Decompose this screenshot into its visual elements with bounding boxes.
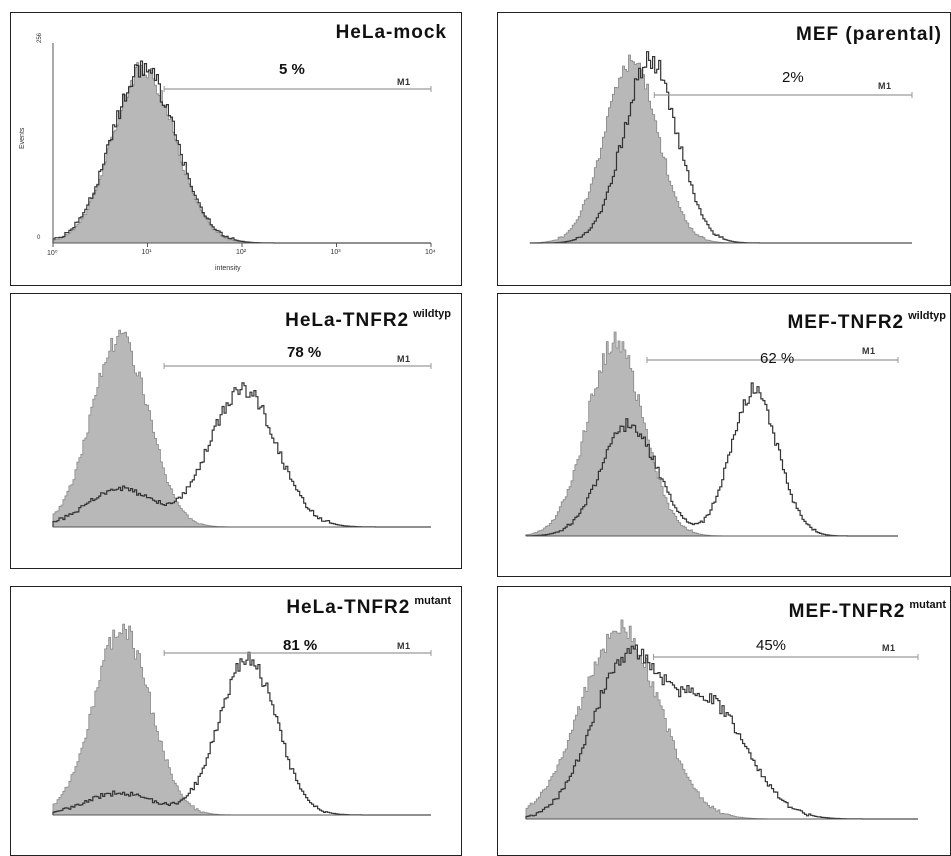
gate-m1-label: M1 bbox=[397, 354, 411, 364]
histogram-plot bbox=[525, 331, 899, 537]
histogram-panel-mef-parental: MEF (parental) 2% M1 bbox=[497, 12, 951, 286]
panel-title: MEF-TNFR2 wildtyp bbox=[787, 310, 946, 333]
gate-m1-label: M1 bbox=[397, 77, 411, 87]
histogram-plot bbox=[52, 43, 432, 247]
panel-title: HeLa-TNFR2 mutant bbox=[286, 595, 451, 618]
x-tick-label: 10⁴ bbox=[425, 249, 436, 256]
y-tick-label-top: 256 bbox=[37, 32, 44, 44]
panel-title: MEF-TNFR2 mutant bbox=[788, 599, 946, 622]
gate-m1-label: M1 bbox=[862, 346, 876, 356]
y-tick-label-bottom: 0 bbox=[37, 235, 41, 241]
histogram-plot bbox=[529, 51, 913, 244]
histogram-panel-hela-mock: HeLa-mock 5 % intensity Events 256 0 M1 1… bbox=[10, 12, 462, 286]
histogram-panel-hela-tnfr2-mutant: HeLa-TNFR2 mutant 81 % M1 bbox=[10, 586, 462, 856]
control-histogram-fill bbox=[529, 54, 912, 244]
histogram-panel-mef-tnfr2-wildtyp: MEF-TNFR2 wildtyp 62 % M1 bbox=[497, 293, 951, 577]
gate-m1-label: M1 bbox=[878, 81, 892, 91]
histogram-plot bbox=[52, 329, 432, 528]
panel-title: HeLa-mock bbox=[335, 22, 447, 43]
x-tick-label: 10² bbox=[236, 249, 247, 256]
histogram-plot bbox=[52, 623, 432, 816]
histogram-plot bbox=[525, 619, 919, 820]
gate-m1-label: M1 bbox=[397, 641, 411, 651]
sample-histogram-line bbox=[52, 651, 431, 816]
x-axis-label: intensity bbox=[215, 265, 241, 272]
panel-title: HeLa-TNFR2 wildtyp bbox=[285, 308, 451, 331]
sample-histogram-line bbox=[525, 382, 898, 537]
histogram-panel-mef-tnfr2-mutant: MEF-TNFR2 mutant 45% M1 bbox=[497, 586, 951, 856]
gated-percentage: 62 % bbox=[760, 350, 795, 367]
gated-percentage: 78 % bbox=[287, 344, 322, 361]
panel-title: MEF (parental) bbox=[796, 24, 942, 45]
gated-percentage: 81 % bbox=[283, 637, 318, 654]
x-tick-label: 10³ bbox=[330, 249, 341, 256]
gate-m1-label: M1 bbox=[882, 643, 896, 653]
gated-percentage: 5 % bbox=[279, 61, 305, 78]
x-tick-label: 10¹ bbox=[141, 249, 152, 256]
x-tick-label: 10⁰ bbox=[47, 250, 58, 257]
y-axis-label: Events bbox=[19, 127, 26, 149]
sample-histogram-line bbox=[525, 644, 918, 820]
gated-percentage: 2% bbox=[782, 69, 804, 86]
control-histogram-fill bbox=[525, 619, 918, 820]
control-histogram-fill bbox=[52, 62, 431, 244]
histogram-panel-hela-tnfr2-wildtyp: HeLa-TNFR2 wildtyp 78 % M1 bbox=[10, 293, 462, 569]
gated-percentage: 45% bbox=[756, 637, 787, 654]
control-histogram-fill bbox=[52, 329, 431, 528]
sample-histogram-line bbox=[52, 382, 431, 528]
